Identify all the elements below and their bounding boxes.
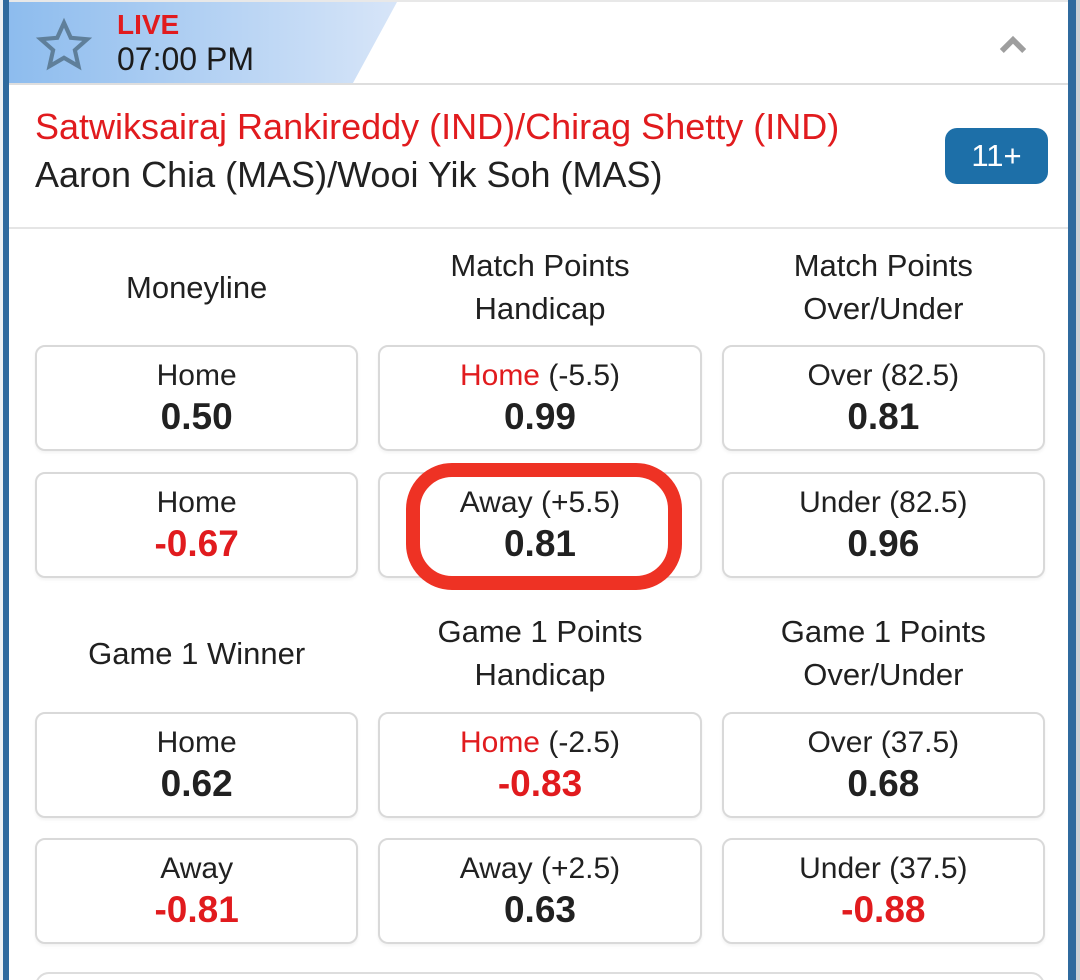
odds-value: -0.81 xyxy=(154,889,239,930)
odds-button-match-handicap-away[interactable]: Away (+5.5) 0.81 xyxy=(378,463,702,590)
selection-handicap: (82.5) xyxy=(872,359,960,392)
selection-label: Over xyxy=(807,726,873,759)
live-header-band xyxy=(9,2,397,83)
selection-handicap: (-2.5) xyxy=(540,726,621,759)
selection-label: Away xyxy=(160,852,234,885)
age-rating-badge: 11+ xyxy=(945,128,1048,184)
market-title-moneyline: Moneyline xyxy=(35,266,358,309)
odds-value: 0.62 xyxy=(160,763,233,804)
window-left-edge xyxy=(0,0,3,980)
market-title-line: Handicap xyxy=(474,291,606,326)
selection-label: Away xyxy=(459,486,533,519)
match-card: LIVE 07:00 PM Satwiksairaj Rankireddy (I… xyxy=(9,0,1068,980)
market-title-game1-winner: Game 1 Winner xyxy=(35,632,358,675)
window-left-border xyxy=(3,0,9,980)
selection-handicap: (+2.5) xyxy=(532,852,621,885)
odds-value: 0.81 xyxy=(503,523,576,564)
odds-value: 0.99 xyxy=(503,396,576,437)
odds-value: 0.68 xyxy=(847,763,920,804)
odds-button-game1-total-under[interactable]: Under (37.5) -0.88 xyxy=(721,838,1045,944)
odds-row-4: Away -0.81 Away (+2.5) 0.63 Under (37.5)… xyxy=(9,838,1068,944)
odds-value: 0.63 xyxy=(503,889,576,930)
match-time: 07:00 PM xyxy=(117,41,254,77)
match-header-bar[interactable]: LIVE 07:00 PM xyxy=(9,0,1068,85)
odds-button-match-total-over[interactable]: Over (82.5) 0.81 xyxy=(721,345,1045,451)
odds-value: -0.67 xyxy=(154,523,239,564)
odds-row-1: Home 0.50 Home (-5.5) 0.99 Over (82.5) 0… xyxy=(9,345,1068,451)
odds-value: -0.83 xyxy=(497,763,583,804)
odds-button-moneyline-home[interactable]: Home 0.50 xyxy=(35,345,359,451)
selection-handicap: (37.5) xyxy=(872,726,960,759)
odds-button-game1-handicap-away[interactable]: Away (+2.5) 0.63 xyxy=(378,838,702,944)
selection-label: Under xyxy=(799,486,881,519)
market-title-line: Over/Under xyxy=(803,291,964,326)
selection-label: Home xyxy=(156,726,237,759)
market-title-line: Game 1 Points xyxy=(437,614,643,649)
collapse-chevron-up-icon[interactable] xyxy=(995,30,1031,58)
odds-button-game1-handicap-home[interactable]: Home (-2.5) -0.83 xyxy=(378,712,702,818)
odds-value: -0.88 xyxy=(841,889,926,930)
odds-row-2: Home -0.67 Away (+5.5) 0.81 Under (82.5)… xyxy=(9,463,1068,590)
window-right-border xyxy=(1068,0,1076,980)
favorite-star-icon[interactable] xyxy=(35,16,93,74)
market-title-line: Over/Under xyxy=(803,657,964,692)
market-title-game1-points-handicap: Game 1 Points Handicap xyxy=(378,610,701,696)
selection-label: Over xyxy=(807,359,873,392)
selection-handicap: (-5.5) xyxy=(540,359,621,392)
away-team-name: Aaron Chia (MAS)/Wooi Yik Soh (MAS) xyxy=(35,154,663,195)
odds-button-match-total-under[interactable]: Under (82.5) 0.96 xyxy=(721,472,1045,578)
selection-label: Home xyxy=(459,726,540,759)
next-section-card-edge xyxy=(35,972,1045,980)
match-title-section: Satwiksairaj Rankireddy (IND)/Chirag She… xyxy=(9,85,1068,229)
selection-label: Under xyxy=(799,852,881,885)
market-title-game1-points-over-under: Game 1 Points Over/Under xyxy=(722,610,1045,696)
live-badge: LIVE xyxy=(117,9,180,40)
odds-value: 0.81 xyxy=(847,396,920,437)
home-team-name: Satwiksairaj Rankireddy (IND)/Chirag She… xyxy=(35,106,840,147)
selection-handicap: (82.5) xyxy=(880,486,968,519)
window-right-edge xyxy=(1076,0,1080,980)
market-title-line: Moneyline xyxy=(126,269,268,305)
odds-button-game1-winner-away[interactable]: Away -0.81 xyxy=(35,838,359,944)
odds-value: 0.96 xyxy=(847,523,920,564)
market-title-line: Handicap xyxy=(474,657,606,692)
selection-label: Home xyxy=(459,359,540,392)
odds-button-moneyline-away[interactable]: Home -0.67 xyxy=(35,472,359,578)
odds-value: 0.50 xyxy=(160,396,233,437)
market-title-line: Game 1 Winner xyxy=(88,635,306,671)
market-headers-row-2: Game 1 Winner Game 1 Points Handicap Gam… xyxy=(9,578,1068,712)
odds-button-game1-winner-home[interactable]: Home 0.62 xyxy=(35,712,359,818)
odds-button-game1-total-over[interactable]: Over (37.5) 0.68 xyxy=(721,712,1045,818)
odds-row-3: Home 0.62 Home (-2.5) -0.83 Over (37.5) … xyxy=(9,712,1068,818)
selection-handicap: (+5.5) xyxy=(532,486,621,519)
selection-label: Home xyxy=(156,359,237,392)
market-title-line: Game 1 Points xyxy=(780,614,986,649)
odds-button-match-handicap-home[interactable]: Home (-5.5) 0.99 xyxy=(378,345,702,451)
selection-label: Home xyxy=(156,486,237,519)
market-title-line: Match Points xyxy=(450,248,630,283)
selection-handicap: (37.5) xyxy=(880,852,968,885)
market-title-line: Match Points xyxy=(793,248,973,283)
market-title-match-points-handicap: Match Points Handicap xyxy=(378,244,701,330)
match-meta: LIVE 07:00 PM xyxy=(117,9,254,77)
selection-label: Away xyxy=(459,852,533,885)
market-headers-row-1: Moneyline Match Points Handicap Match Po… xyxy=(9,229,1068,345)
market-title-match-points-over-under: Match Points Over/Under xyxy=(722,244,1045,330)
